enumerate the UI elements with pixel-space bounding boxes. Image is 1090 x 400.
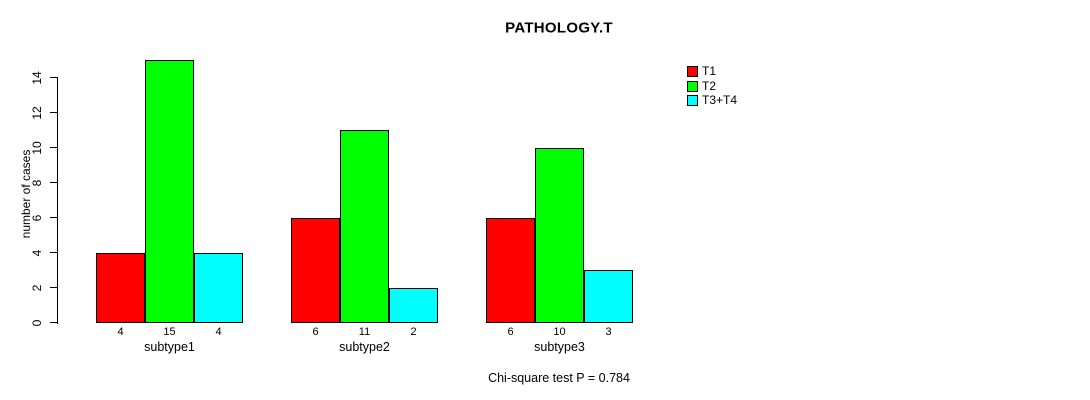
y-axis-tick bbox=[50, 287, 57, 289]
y-axis-tick-label: 2 bbox=[30, 284, 44, 292]
y-axis-label: number of cases bbox=[19, 149, 33, 239]
y-axis-tick-label: 14 bbox=[30, 71, 44, 85]
bar-t2-subtype1 bbox=[145, 60, 194, 323]
legend-item-t1: T1 bbox=[687, 64, 737, 78]
y-axis-tick-label: 0 bbox=[30, 319, 44, 327]
legend-swatch-t3-t4 bbox=[687, 95, 698, 106]
y-axis-tick-label: 8 bbox=[30, 179, 44, 187]
legend: T1 T2 T3+T4 bbox=[687, 64, 738, 107]
bar-t1-subtype1 bbox=[96, 252, 145, 323]
bar-t2-subtype2 bbox=[340, 130, 389, 323]
chart-title: PATHOLOGY.T bbox=[505, 19, 613, 37]
y-axis-tick bbox=[50, 77, 57, 79]
y-axis-tick bbox=[50, 112, 57, 114]
legend-swatch-t1 bbox=[687, 66, 698, 77]
y-axis-tick-label: 10 bbox=[30, 141, 44, 155]
y-axis-tick-label: 6 bbox=[30, 214, 44, 222]
y-axis-tick bbox=[50, 147, 57, 149]
bar-value-label: 4 bbox=[215, 325, 222, 338]
bar-t1-subtype3 bbox=[486, 217, 535, 323]
bar-value-label: 2 bbox=[410, 325, 417, 338]
bar-t3-t4-subtype2 bbox=[389, 287, 438, 323]
chi-square-annotation: Chi-square test P = 0.784 bbox=[488, 371, 630, 385]
bar-value-label: 10 bbox=[553, 325, 566, 338]
bar-t3-t4-subtype1 bbox=[194, 252, 243, 323]
y-axis-tick-label: 4 bbox=[30, 249, 44, 257]
bar-value-label: 3 bbox=[605, 325, 612, 338]
legend-swatch-t2 bbox=[687, 80, 698, 92]
legend-label: T2 bbox=[702, 78, 717, 93]
bar-t1-subtype2 bbox=[291, 217, 340, 323]
y-axis-line bbox=[57, 77, 58, 324]
y-axis-tick bbox=[50, 252, 57, 254]
bar-value-label: 6 bbox=[507, 325, 514, 338]
legend-item-t2: T2 bbox=[687, 78, 737, 93]
category-label-subtype1: subtype1 bbox=[144, 339, 195, 354]
bar-value-label: 4 bbox=[117, 325, 124, 338]
legend-label: T1 bbox=[702, 64, 717, 78]
y-axis-tick bbox=[50, 322, 57, 324]
bar-value-label: 11 bbox=[358, 325, 371, 338]
bar-t3-t4-subtype3 bbox=[584, 270, 633, 323]
legend-item-t3-t4: T3+T4 bbox=[687, 93, 738, 107]
category-label-subtype3: subtype3 bbox=[534, 339, 585, 354]
y-axis-tick bbox=[50, 182, 57, 184]
category-label-subtype2: subtype2 bbox=[339, 339, 390, 354]
bar-t2-subtype3 bbox=[535, 147, 584, 323]
legend-label: T3+T4 bbox=[702, 93, 738, 107]
y-axis-tick bbox=[50, 217, 57, 219]
bar-value-label: 15 bbox=[163, 325, 176, 338]
y-axis-tick-label: 12 bbox=[30, 106, 44, 120]
bar-value-label: 6 bbox=[312, 325, 319, 338]
